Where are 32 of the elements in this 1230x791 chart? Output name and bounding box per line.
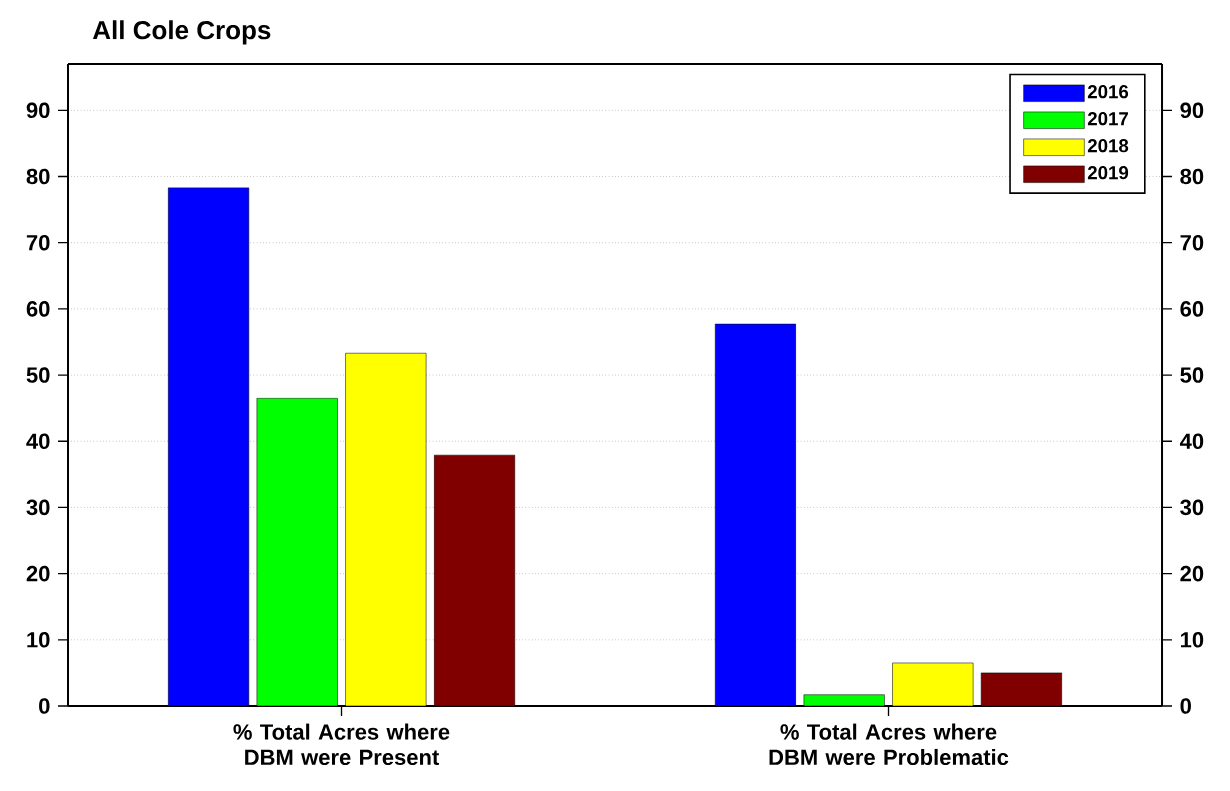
y-tick-label: 10	[27, 632, 50, 648]
legend-label: 2019	[1087, 166, 1129, 180]
x-tick-label: % Total Acres where DBM were Problematic	[769, 723, 1009, 766]
y-tick-label: 60	[26, 301, 50, 317]
y-tick-label: 30	[26, 499, 50, 516]
y-tick-label: 80	[26, 168, 50, 185]
y2-tick-label: 70	[1180, 234, 1204, 251]
y2-tick-label: 40	[1179, 433, 1204, 450]
bar	[256, 397, 338, 706]
bar	[433, 454, 516, 706]
legend-label: 2018	[1087, 139, 1129, 153]
y-tick-label: 40	[26, 433, 50, 450]
chart-title: All Cole Crops	[92, 20, 271, 45]
y2-tick-label: 80	[1180, 168, 1204, 185]
y2-tick-label: 60	[1180, 301, 1204, 317]
bar	[345, 352, 427, 706]
y-tick-label: 20	[26, 565, 50, 582]
y2-tick-label: 10	[1181, 632, 1204, 648]
y-tick-label: 90	[26, 102, 50, 119]
y2-tick-label: 30	[1180, 499, 1204, 516]
y2-tick-label: 50	[1180, 367, 1204, 383]
y2-tick-label: 20	[1180, 565, 1204, 582]
legend-label: 2017	[1087, 112, 1128, 126]
x-tick-label: % Total Acres where DBM were Present	[233, 723, 450, 766]
y-tick-label: 0	[39, 698, 50, 714]
legend-label: 2016	[1087, 85, 1129, 99]
y-tick-label: 50	[26, 367, 50, 383]
y2-tick-label: 0	[1180, 698, 1191, 714]
y-tick-label: 70	[26, 234, 50, 251]
bar	[980, 672, 1063, 706]
bar	[892, 662, 974, 706]
y2-tick-label: 90	[1180, 102, 1204, 119]
